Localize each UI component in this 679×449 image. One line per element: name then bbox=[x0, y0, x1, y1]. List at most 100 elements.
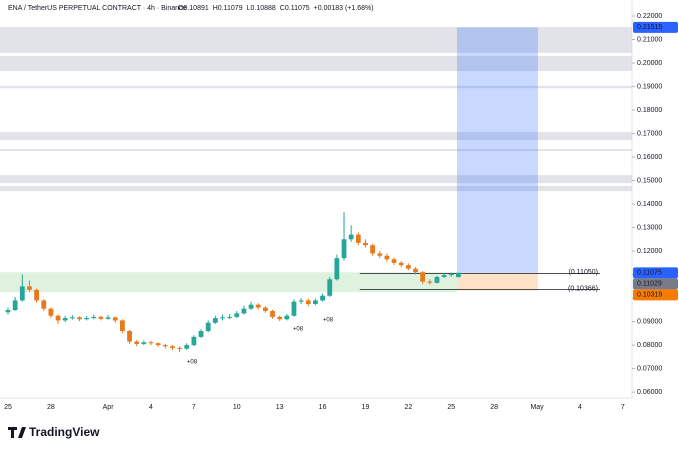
candle-body bbox=[34, 289, 40, 301]
candle-body bbox=[55, 315, 61, 321]
candle-body bbox=[119, 320, 125, 332]
candle-body bbox=[77, 317, 82, 320]
candle-body bbox=[48, 308, 54, 316]
candle-body bbox=[220, 317, 225, 319]
annotation: +08 bbox=[187, 360, 198, 366]
candle-body bbox=[348, 234, 354, 240]
candle-body bbox=[334, 258, 340, 280]
candle-body bbox=[155, 343, 161, 346]
y-tick-label: 0.13000 bbox=[637, 224, 662, 231]
resistance-zone bbox=[0, 175, 632, 184]
candle-body bbox=[184, 345, 190, 349]
candle-body bbox=[198, 331, 204, 337]
candle-body bbox=[391, 259, 397, 263]
candle-body bbox=[191, 336, 197, 346]
candle-body bbox=[313, 300, 318, 304]
header: ENA / TetherUS PERPETUAL CONTRACT · 4h ·… bbox=[8, 5, 374, 12]
y-tick-label: 0.12000 bbox=[637, 248, 662, 255]
candle-body bbox=[148, 342, 154, 344]
candle-body bbox=[405, 265, 411, 269]
x-tick-label: 28 bbox=[47, 404, 55, 411]
candle-body bbox=[134, 341, 140, 344]
candle-body bbox=[262, 307, 268, 312]
y-tick-label: 0.09000 bbox=[637, 318, 662, 325]
x-tick-label: 13 bbox=[276, 404, 284, 411]
ohlc-value: +0.00183 (+1.68%) bbox=[314, 5, 374, 12]
stop-zone bbox=[456, 272, 538, 291]
x-tick-label: 10 bbox=[233, 404, 241, 411]
price-marker-label: 0.10319 bbox=[637, 292, 662, 299]
candle-body bbox=[398, 262, 404, 266]
candle-body bbox=[291, 301, 297, 316]
candle-body bbox=[69, 317, 75, 319]
candle-body bbox=[441, 275, 447, 277]
candle-body bbox=[284, 315, 290, 320]
x-tick-label: 19 bbox=[362, 404, 370, 411]
x-tick-label: 16 bbox=[319, 404, 327, 411]
resistance-zone bbox=[0, 27, 632, 53]
candle-body bbox=[434, 276, 440, 283]
price-marker bbox=[633, 289, 678, 301]
symbol: ENA / TetherUS PERPETUAL CONTRACT · 4h ·… bbox=[8, 5, 187, 12]
candle-body bbox=[241, 308, 247, 314]
candle-body bbox=[141, 342, 147, 344]
annotation: +08 bbox=[293, 327, 304, 333]
x-tick-label: Apr bbox=[103, 404, 115, 411]
candle-body bbox=[363, 242, 368, 246]
x-tick-label: 22 bbox=[404, 404, 412, 411]
candle-body bbox=[320, 295, 325, 301]
candle-body bbox=[19, 286, 25, 301]
candle-body bbox=[234, 313, 240, 317]
annotation: +08 bbox=[323, 318, 334, 324]
x-tick-label: 7 bbox=[621, 404, 625, 411]
resistance-zone bbox=[0, 85, 632, 89]
candle-body bbox=[98, 316, 104, 319]
x-tick-label: 4 bbox=[149, 404, 153, 411]
price-marker-label: 0.21515 bbox=[637, 24, 662, 31]
candle-body bbox=[370, 245, 376, 254]
y-tick-label: 0.07000 bbox=[637, 365, 662, 372]
candle-body bbox=[41, 300, 47, 309]
x-tick-label: 25 bbox=[447, 404, 455, 411]
candle-body bbox=[91, 316, 97, 319]
price-marker-label: 0.11075 bbox=[637, 270, 662, 277]
candle-body bbox=[27, 286, 32, 290]
y-tick-label: 0.08000 bbox=[637, 342, 662, 349]
candle-body bbox=[255, 304, 261, 308]
ohlc-value: C0.11075 bbox=[280, 5, 310, 12]
ohlc-value: O0.10891 bbox=[178, 5, 209, 12]
candle-body bbox=[355, 234, 361, 243]
y-tick-label: 0.06000 bbox=[637, 389, 662, 396]
resistance-zone bbox=[0, 185, 632, 192]
y-tick-label: 0.18000 bbox=[637, 107, 662, 114]
candle-body bbox=[270, 311, 275, 317]
candle-body bbox=[341, 239, 347, 259]
price-marker bbox=[633, 21, 678, 33]
candle-body bbox=[377, 253, 383, 256]
candle-body bbox=[305, 300, 311, 304]
candle-body bbox=[177, 347, 182, 349]
candle-body bbox=[227, 316, 233, 318]
candle-body bbox=[420, 272, 426, 282]
candle-body bbox=[413, 268, 418, 273]
candle-body bbox=[5, 310, 11, 313]
candle-body bbox=[205, 322, 211, 332]
logo: TradingView bbox=[8, 425, 100, 439]
x-tick-label: 4 bbox=[578, 404, 582, 411]
resistance-zone bbox=[0, 149, 632, 151]
candle-body bbox=[427, 281, 433, 283]
resistance-zone bbox=[0, 55, 632, 71]
y-tick-label: 0.22000 bbox=[637, 13, 662, 20]
candle-body bbox=[84, 318, 90, 320]
x-tick-label: May bbox=[530, 404, 544, 411]
candle-body bbox=[277, 316, 283, 320]
price-marker bbox=[633, 278, 678, 290]
candle-body bbox=[127, 331, 132, 342]
ohlc-value: H0.11079 bbox=[213, 5, 243, 12]
candle-body bbox=[105, 317, 111, 319]
candle-body bbox=[448, 274, 454, 276]
candle-body bbox=[212, 318, 218, 323]
level-label: (0.11050) bbox=[569, 269, 598, 276]
candle-body bbox=[248, 304, 254, 309]
